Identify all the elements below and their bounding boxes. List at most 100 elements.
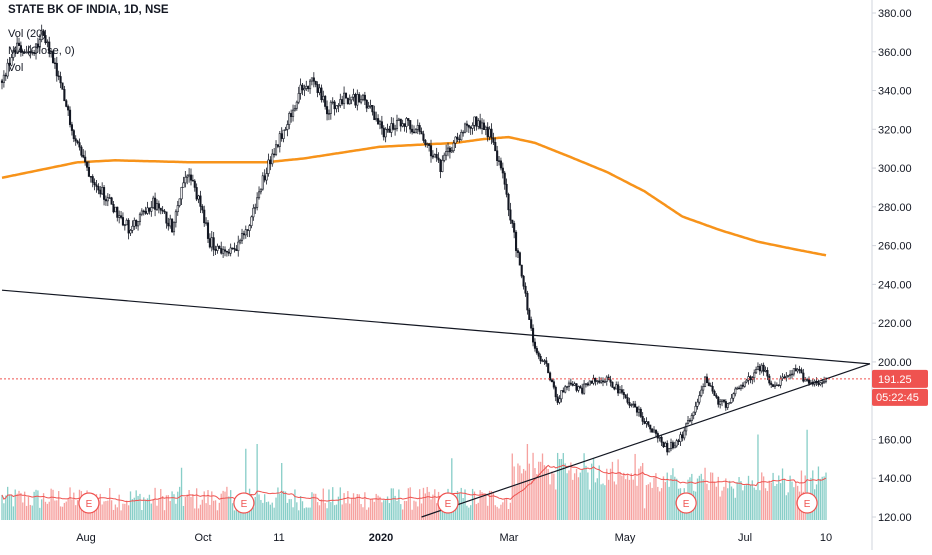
- volume-bar: [124, 503, 126, 520]
- volume-bar: [473, 491, 476, 520]
- candle-body: [494, 142, 497, 152]
- volume-ma-line: [1, 464, 827, 503]
- candle-body: [237, 241, 240, 252]
- volume-bar: [284, 491, 287, 520]
- last-price-label: 191.25: [878, 374, 912, 386]
- volume-bar: [230, 490, 232, 520]
- candle-body: [543, 360, 546, 362]
- volume-bar: [59, 506, 62, 520]
- candle-body: [715, 395, 718, 398]
- volume-bar: [787, 492, 789, 520]
- candle-body: [683, 430, 686, 439]
- volume-bar: [71, 499, 73, 520]
- candle-body: [806, 379, 809, 381]
- candle-body: [743, 381, 746, 387]
- volume-bar: [288, 499, 290, 520]
- candle-body: [191, 179, 194, 182]
- candle-body: [291, 109, 295, 118]
- volume-bar: [772, 472, 774, 520]
- volume-bar: [384, 500, 387, 520]
- ma-indicator-label[interactable]: MA (Close, 0): [8, 45, 75, 57]
- candle-body: [719, 401, 722, 405]
- candle-body: [373, 111, 376, 121]
- candle-body: [184, 176, 187, 184]
- candle-body: [57, 75, 60, 77]
- candle-body: [87, 167, 90, 177]
- volume-bar: [356, 493, 358, 520]
- candle-body: [673, 445, 676, 449]
- volume-bar: [127, 505, 130, 520]
- candle-body: [431, 155, 434, 158]
- earnings-marker: [675, 492, 697, 514]
- volume-bar: [31, 505, 33, 520]
- volume-bar: [649, 482, 651, 520]
- candle-body: [343, 92, 346, 105]
- candle-body: [583, 383, 586, 394]
- vol-label[interactable]: Vol: [8, 62, 24, 74]
- candle-body: [284, 129, 287, 131]
- candle-body: [42, 30, 45, 36]
- time-axis-label: Jul: [738, 532, 752, 544]
- candle-body: [509, 209, 512, 221]
- candle-body: [388, 128, 391, 133]
- candle-body: [783, 376, 786, 379]
- candle-body: [486, 126, 489, 138]
- price-tick-label: 120.00: [878, 512, 912, 524]
- volume-bar: [602, 483, 604, 520]
- volume-bar: [343, 493, 345, 520]
- volume-bar: [660, 488, 663, 520]
- volume-bar: [27, 496, 30, 520]
- volume-bar: [373, 501, 375, 520]
- volume-bar: [205, 503, 207, 520]
- volume-bar: [150, 503, 152, 520]
- candle-body: [225, 250, 228, 253]
- candle-body: [144, 211, 147, 214]
- earnings-marker-label: E: [86, 499, 93, 510]
- volume-bar: [823, 476, 825, 520]
- price-tick-label: 380.00: [878, 8, 912, 20]
- volume-bar: [271, 502, 273, 520]
- candle-body: [286, 124, 289, 130]
- candle-body: [235, 248, 238, 252]
- candle-body: [116, 206, 119, 218]
- volume-bar: [401, 509, 404, 520]
- candle-body: [745, 379, 748, 383]
- candle-body: [222, 249, 225, 254]
- candle-body: [133, 220, 136, 227]
- candle-body: [161, 209, 164, 212]
- candle-body: [775, 384, 778, 387]
- volume-bar: [519, 465, 521, 520]
- volume-indicator-label[interactable]: Vol (20): [8, 28, 46, 40]
- candle-body: [78, 142, 81, 148]
- volume-bar: [203, 491, 205, 520]
- volume-bar: [313, 493, 315, 520]
- volume-bar: [636, 485, 638, 520]
- volume-bar: [269, 504, 272, 520]
- candle-body: [305, 85, 308, 89]
- volume-bar: [116, 507, 118, 520]
- volume-bar: [511, 453, 513, 520]
- candle-body: [475, 116, 478, 127]
- candle-body: [27, 51, 30, 53]
- candle-body: [25, 52, 28, 54]
- volume-bar: [625, 479, 627, 520]
- candle-body: [458, 138, 461, 141]
- candle-body: [554, 386, 557, 398]
- volume-bar: [521, 473, 523, 520]
- volume-bar: [345, 503, 347, 520]
- volume-bar: [122, 503, 124, 520]
- volume-bar: [63, 502, 66, 520]
- volume-bar: [744, 485, 746, 520]
- candle-body: [378, 121, 382, 125]
- candle-body: [575, 383, 578, 391]
- volume-bar: [785, 495, 787, 520]
- candle-body: [89, 176, 92, 178]
- candle-body: [645, 421, 648, 424]
- candle-body: [471, 125, 474, 129]
- candle-body: [195, 187, 198, 200]
- candle-body: [412, 131, 416, 134]
- candle-body: [201, 206, 204, 211]
- candle-body: [484, 126, 487, 130]
